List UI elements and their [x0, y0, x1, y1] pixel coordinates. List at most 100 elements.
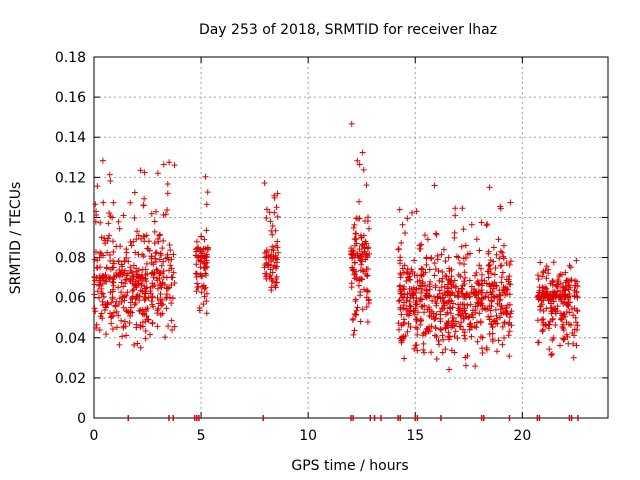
data-point	[168, 300, 175, 307]
data-point	[571, 287, 578, 294]
data-point	[414, 325, 421, 332]
data-point	[163, 305, 170, 312]
data-point	[494, 294, 501, 301]
data-point	[92, 218, 99, 225]
data-point	[267, 218, 274, 225]
data-point	[202, 245, 209, 252]
data-point	[160, 237, 167, 244]
y-tick-label: 0.06	[55, 291, 86, 307]
data-point	[267, 272, 274, 279]
data-point	[127, 264, 134, 271]
y-tick-label: 0	[77, 411, 86, 427]
data-point	[506, 273, 513, 280]
data-point	[194, 254, 201, 261]
data-point	[543, 305, 550, 312]
data-point	[443, 319, 450, 326]
data-point	[104, 301, 111, 308]
data-point	[131, 214, 138, 221]
data-point	[134, 291, 141, 298]
data-point	[157, 269, 164, 276]
data-point	[348, 120, 355, 127]
data-point	[464, 352, 471, 359]
data-point	[132, 295, 139, 302]
data-point	[168, 282, 175, 289]
data-point	[477, 318, 484, 325]
data-point	[395, 297, 402, 304]
data-point	[193, 238, 200, 245]
data-point	[566, 282, 573, 289]
data-point	[352, 298, 359, 305]
data-point	[466, 321, 473, 328]
data-point	[462, 362, 469, 369]
data-point	[559, 283, 566, 290]
data-point	[423, 261, 430, 268]
data-point	[409, 268, 416, 275]
data-point	[93, 321, 100, 328]
data-point	[565, 303, 572, 310]
data-point	[105, 220, 112, 227]
data-point	[452, 205, 459, 212]
data-point	[151, 228, 158, 235]
data-point	[268, 246, 275, 253]
data-point	[418, 265, 425, 272]
data-point	[413, 316, 420, 323]
data-point	[118, 269, 125, 276]
data-point	[400, 302, 407, 309]
data-point	[348, 248, 355, 255]
data-point	[564, 333, 571, 340]
data-point	[455, 293, 462, 300]
data-point	[458, 243, 465, 250]
data-point	[120, 212, 127, 219]
data-point	[461, 315, 468, 322]
data-point	[439, 269, 446, 276]
data-point	[140, 311, 147, 318]
data-point	[164, 180, 171, 187]
data-point	[118, 289, 125, 296]
data-point	[359, 267, 366, 274]
data-point	[468, 221, 475, 228]
data-point	[164, 190, 171, 197]
data-point	[421, 309, 428, 316]
data-point	[451, 229, 458, 236]
data-point	[150, 261, 157, 268]
data-point	[127, 275, 134, 282]
y-axis: 0 0.02 0.04 0.06 0.08 0.1 0.12 0.14 0.16 0.18	[55, 50, 608, 427]
data-point	[115, 312, 122, 319]
data-point	[547, 318, 554, 325]
plot-frame	[93, 56, 609, 419]
data-point	[198, 289, 205, 296]
data-point	[574, 278, 581, 285]
data-point	[440, 336, 447, 343]
data-point	[548, 352, 555, 359]
data-point	[201, 265, 208, 272]
data-point	[160, 267, 167, 274]
data-point	[357, 318, 364, 325]
data-point	[141, 169, 148, 176]
data-point	[459, 301, 466, 308]
data-point	[359, 149, 366, 156]
data-point	[540, 308, 547, 315]
data-point	[467, 250, 474, 257]
data-point	[144, 245, 151, 252]
data-point	[461, 278, 468, 285]
data-point	[97, 264, 104, 271]
data-point	[102, 274, 109, 281]
data-point	[401, 355, 408, 362]
data-point	[363, 240, 370, 247]
data-point	[164, 251, 171, 258]
data-point	[110, 257, 117, 264]
data-point	[549, 350, 556, 357]
data-point	[468, 283, 475, 290]
zero-marks	[127, 415, 579, 421]
data-point	[91, 281, 98, 288]
data-point	[351, 327, 358, 334]
data-point	[440, 246, 447, 253]
data-point	[425, 326, 432, 333]
data-point	[348, 280, 355, 287]
data-point	[566, 309, 573, 316]
x-tick-label: 15	[406, 428, 424, 444]
data-point	[354, 157, 361, 164]
data-point	[201, 259, 208, 266]
data-point	[501, 319, 508, 326]
data-point	[497, 248, 504, 255]
